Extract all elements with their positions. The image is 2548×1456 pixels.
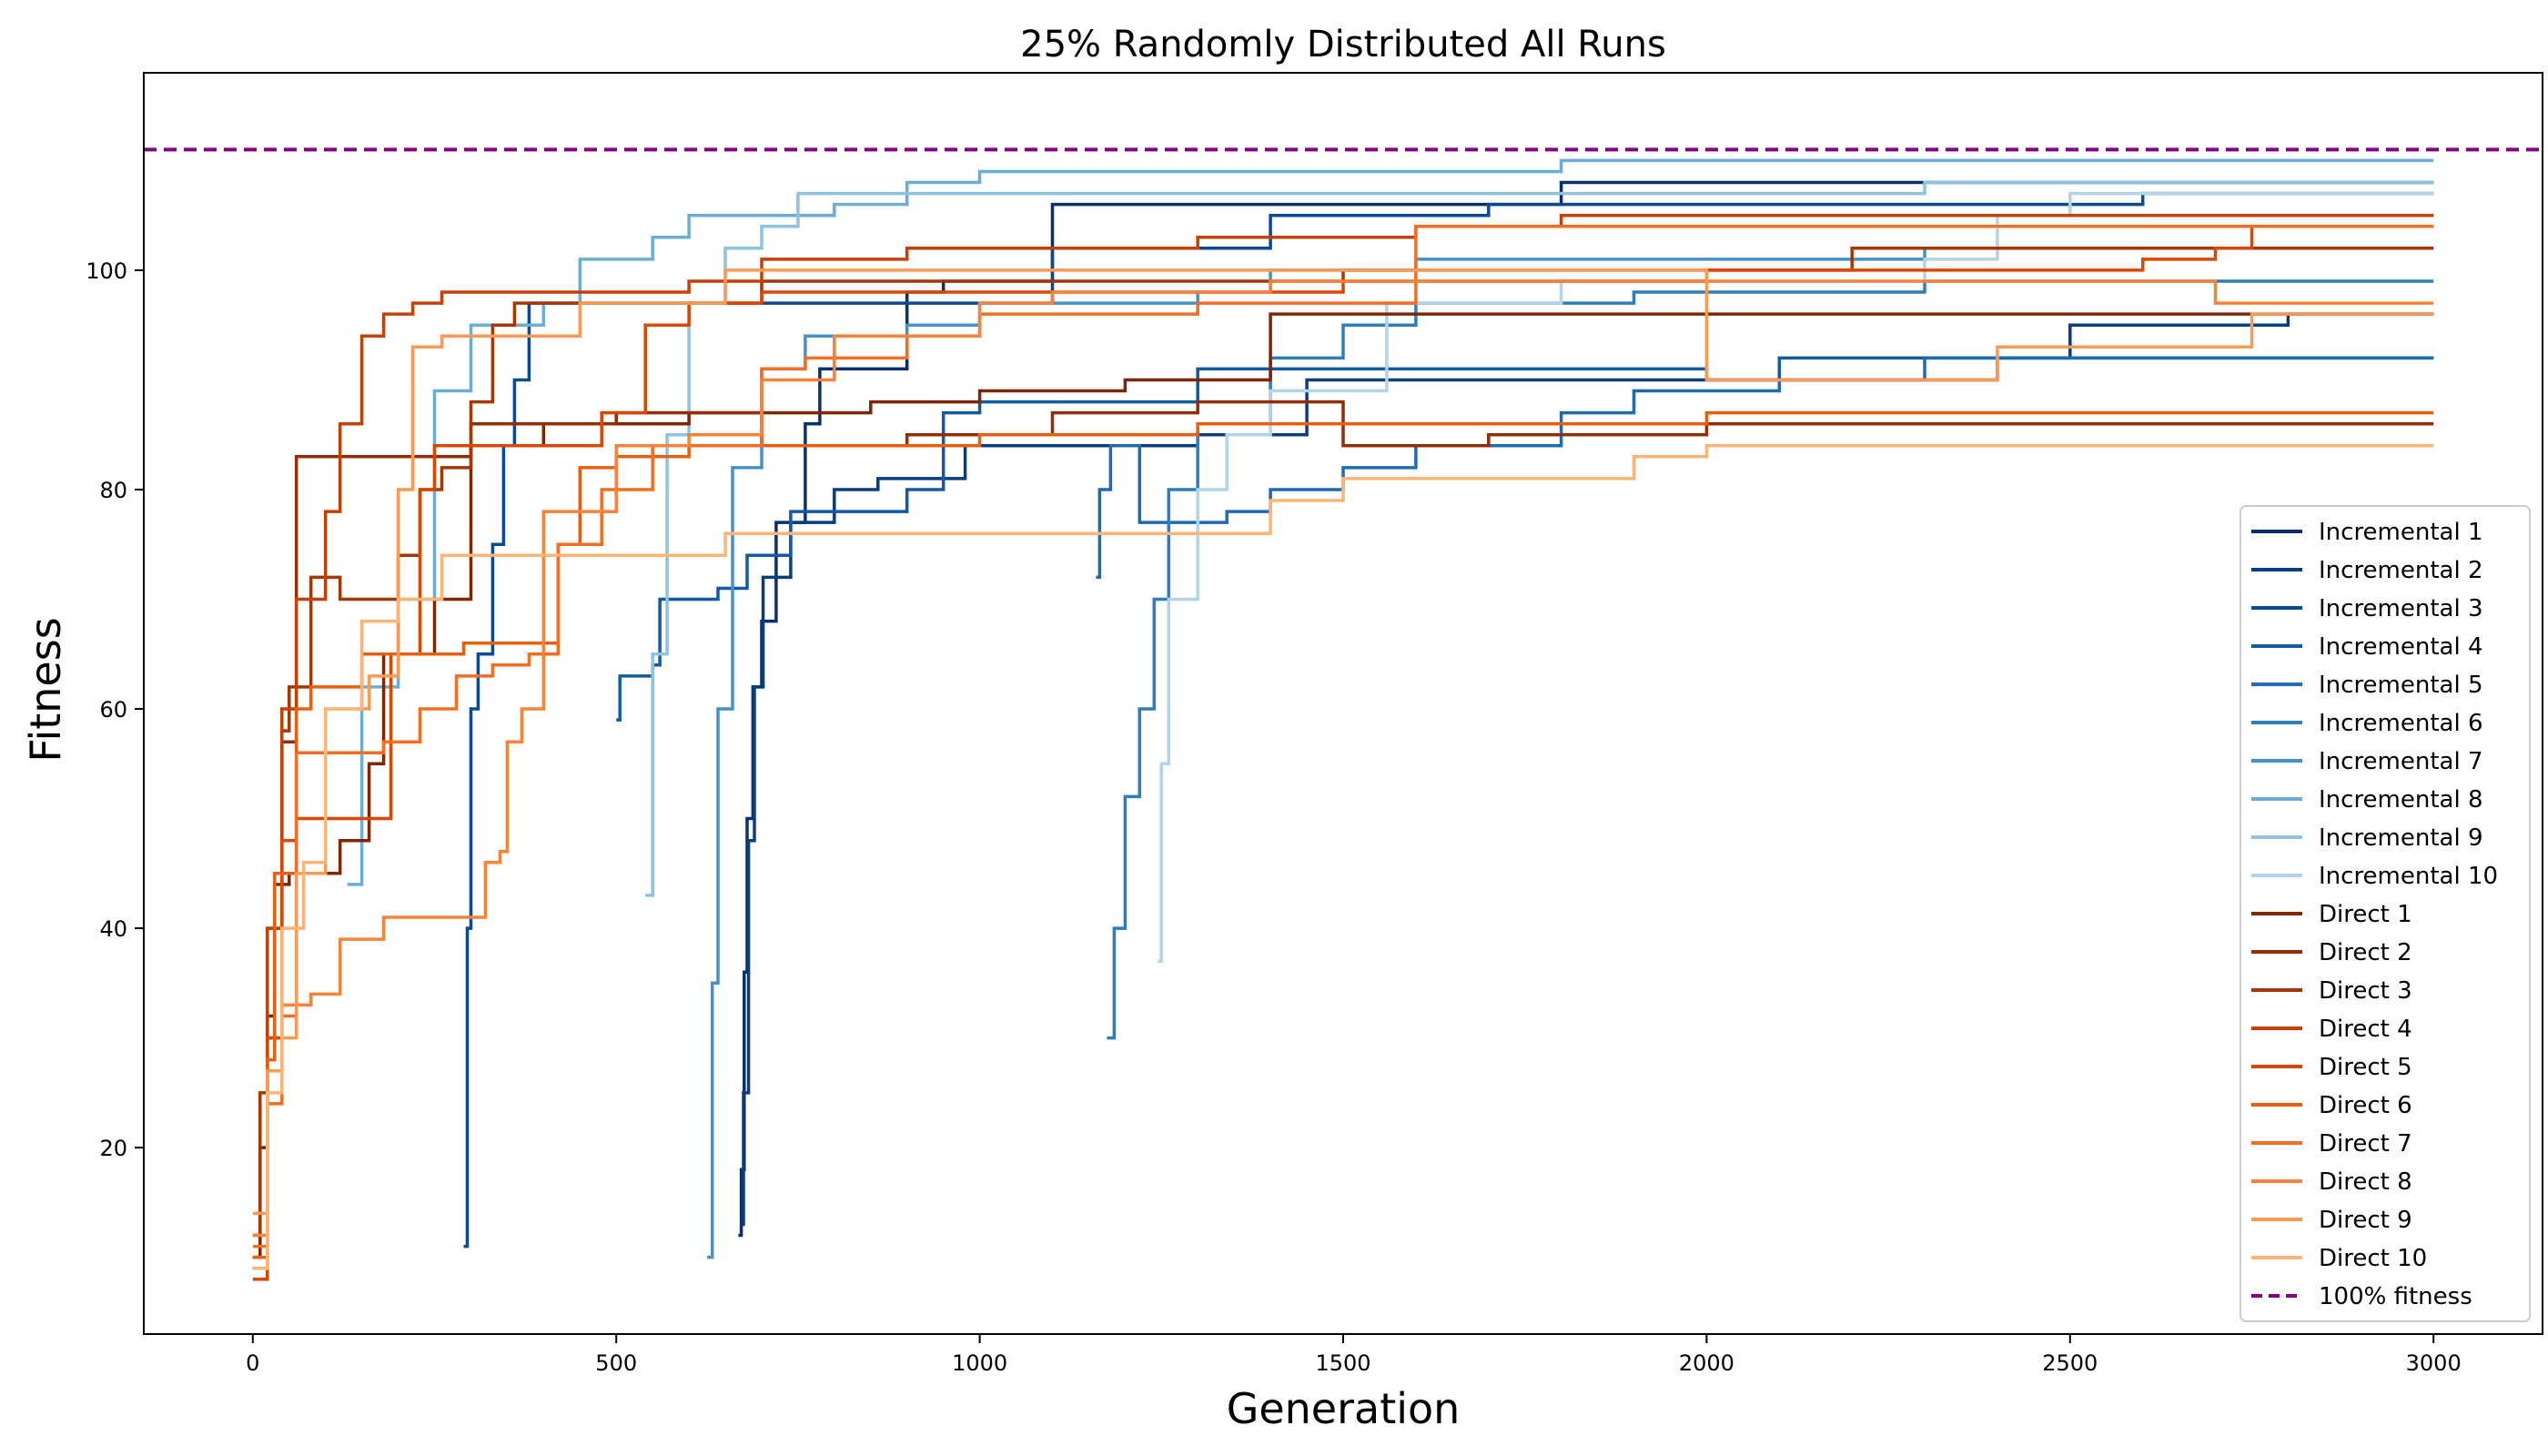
legend-entry: Incremental 10	[2319, 863, 2498, 890]
x-tick-label: 500	[595, 1350, 637, 1376]
series-line-11	[252, 312, 2434, 1259]
legend-entry: Incremental 7	[2319, 748, 2483, 775]
legend: Incremental 1 Incremental 2 Incremental 3 I…	[2240, 505, 2531, 1322]
legend-box	[2240, 505, 2531, 1322]
x-tick-label: 1500	[1315, 1350, 1370, 1376]
legend-entry: Incremental 8	[2319, 786, 2483, 814]
legend-entry: Incremental 1	[2319, 519, 2483, 546]
series-line-15	[252, 224, 2434, 1281]
chart-title: 25% Randomly Distributed All Runs	[1020, 24, 1666, 66]
y-tick-label: 40	[99, 916, 127, 942]
legend-entry: Direct 8	[2319, 1168, 2412, 1196]
y-axis-title: Fitness	[21, 617, 70, 762]
legend-entry: Incremental 9	[2319, 824, 2483, 852]
series-line-7	[707, 247, 2434, 1259]
legend-entry: Direct 10	[2319, 1245, 2427, 1272]
x-tick-label: 3000	[2406, 1350, 2462, 1376]
series-line-13	[252, 247, 2434, 1238]
legend-entry: Direct 9	[2319, 1207, 2412, 1234]
y-tick-label: 60	[99, 697, 127, 723]
legend-entry: Incremental 3	[2319, 595, 2483, 622]
legend-entry: Direct 5	[2319, 1054, 2412, 1081]
x-tick-label: 2000	[1679, 1350, 1734, 1376]
y-tick-label: 20	[99, 1136, 127, 1161]
series-line-3	[463, 191, 2434, 1249]
x-tick-label: 0	[246, 1350, 259, 1376]
y-tick-label: 80	[99, 478, 127, 503]
plot-area	[143, 72, 2543, 1335]
x-axis-title: Generation	[1227, 1384, 1461, 1433]
series-line-9	[645, 180, 2434, 897]
series-line-14	[252, 213, 2434, 1270]
legend-entry: Incremental 4	[2319, 633, 2483, 661]
legend-entry: Direct 1	[2319, 901, 2412, 928]
plot-frame	[143, 72, 2543, 1335]
x-axis-ticks: 0 500 1000 1500 2000 2500 3000	[246, 1334, 2462, 1376]
series-line-18	[252, 279, 2434, 1238]
legend-entry: Direct 4	[2319, 1016, 2412, 1043]
series-line-2	[740, 312, 2434, 1227]
series-layer	[252, 158, 2434, 1281]
legend-entry: 100% fitness	[2319, 1283, 2472, 1310]
y-tick-label: 100	[86, 258, 127, 284]
legend-entry: Direct 3	[2319, 977, 2412, 1005]
legend-entry: Direct 6	[2319, 1092, 2412, 1119]
series-line-1	[738, 180, 2434, 1238]
legend-entry: Incremental 5	[2319, 672, 2483, 699]
legend-entry: Incremental 6	[2319, 710, 2483, 737]
x-tick-label: 1000	[952, 1350, 1007, 1376]
series-line-20	[252, 444, 2434, 1270]
y-axis-ticks: 20 40 60 80 100	[86, 258, 144, 1161]
legend-entry: Direct 2	[2319, 939, 2412, 966]
legend-entry: Direct 7	[2319, 1130, 2412, 1158]
series-line-16	[252, 410, 2434, 1259]
legend-entry: Incremental 2	[2319, 557, 2483, 584]
series-line-10	[1158, 191, 2434, 963]
x-tick-label: 2500	[2042, 1350, 2098, 1376]
